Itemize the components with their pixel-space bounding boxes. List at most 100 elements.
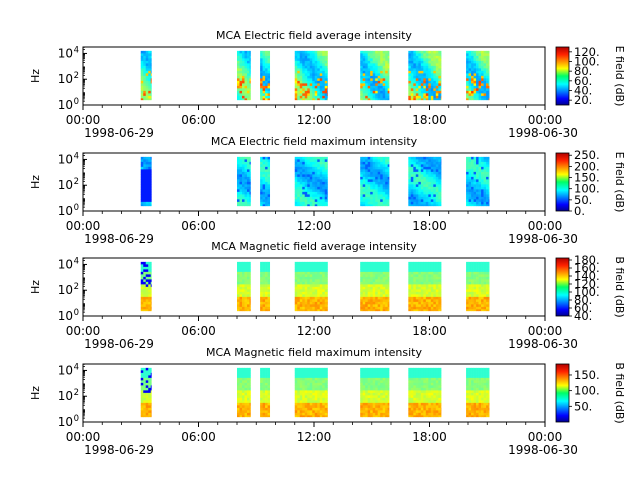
spectrogram-cell (247, 274, 250, 278)
spectrogram-cell (302, 68, 306, 72)
spectrogram-cell (319, 159, 323, 163)
spectrogram-cell (428, 271, 432, 275)
spectrogram-cell (377, 266, 381, 270)
spectrogram-cell (314, 279, 318, 283)
spectrogram-cell (145, 385, 149, 389)
spectrogram-cell (239, 201, 243, 205)
spectrogram-cell (267, 276, 271, 280)
spectrogram-cell (433, 281, 437, 285)
spectrogram-cell (265, 289, 268, 293)
spectrogram-cell (473, 271, 477, 275)
spectrogram-cell (314, 375, 318, 379)
spectrogram-cell (242, 269, 245, 273)
spectrogram-cell (420, 301, 424, 305)
spectrogram-cell (418, 90, 422, 94)
spectrogram-cell (297, 55, 301, 59)
spectrogram-cell (327, 161, 328, 165)
spectrogram-cell (435, 90, 439, 94)
spectrogram-cell (302, 80, 306, 84)
spectrogram-cell (360, 95, 363, 99)
spectrogram-cell (370, 266, 373, 270)
spectrogram-cell (476, 68, 479, 72)
spectrogram-cell (150, 281, 152, 285)
spectrogram-cell (435, 88, 439, 92)
spectrogram-cell (382, 186, 386, 190)
spectrogram-cell (249, 159, 251, 163)
spectrogram-cell (418, 85, 422, 89)
spectrogram-cell (262, 159, 266, 163)
spectrogram-cell (418, 53, 422, 57)
spectrogram-cell (415, 65, 419, 69)
spectrogram-cell (327, 95, 328, 99)
spectrogram-cell (317, 372, 321, 376)
spectrogram-cell (145, 60, 149, 64)
spectrogram-cell (440, 161, 442, 165)
spectrogram-cell (365, 284, 368, 288)
spectrogram-cell (420, 291, 424, 295)
spectrogram-cell (299, 196, 303, 200)
spectrogram-cell (262, 189, 266, 193)
spectrogram-cell (237, 169, 240, 173)
spectrogram-cell (486, 301, 489, 305)
spectrogram-cell (382, 196, 386, 200)
spectrogram-cell (260, 58, 263, 62)
spectrogram-cell (327, 159, 328, 163)
spectrogram-cell (145, 201, 149, 205)
spectrogram-cell (387, 186, 390, 190)
spectrogram-cell (312, 301, 316, 305)
spectrogram-cell (382, 68, 386, 72)
spectrogram-cell (247, 299, 250, 303)
spectrogram-cell (148, 299, 152, 303)
spectrogram-cell (375, 83, 378, 87)
spectrogram-cell (262, 301, 266, 305)
spectrogram-cell (237, 63, 240, 67)
spectrogram-cell (466, 264, 469, 268)
spectrogram-cell (387, 90, 390, 94)
spectrogram-cell (322, 392, 326, 396)
spectrogram-cell (380, 78, 383, 82)
spectrogram-cell (309, 174, 313, 178)
spectrogram-cell (468, 68, 472, 72)
spectrogram-cell (317, 412, 321, 416)
spectrogram-cell (319, 194, 323, 198)
spectrogram-cell (387, 301, 390, 305)
spectrogram-cell (267, 194, 271, 198)
spectrogram-cell (267, 80, 271, 84)
spectrogram-cell (377, 184, 381, 188)
spectrogram-cell (324, 85, 328, 89)
spectrogram-cell (307, 50, 311, 54)
spectrogram-cell (307, 380, 311, 384)
spectrogram-cell (473, 164, 477, 168)
spectrogram-cell (380, 291, 383, 295)
spectrogram-cell (413, 266, 417, 270)
spectrogram-cell (314, 301, 318, 305)
spectrogram-cell (370, 88, 373, 92)
spectrogram-cell (314, 189, 318, 193)
spectrogram-cell (425, 93, 429, 97)
spectrogram-cell (239, 289, 243, 293)
spectrogram-cell (317, 291, 321, 295)
spectrogram-cell (425, 301, 429, 305)
y-tick-label: 10 (58, 204, 73, 218)
spectrogram-cell (324, 78, 328, 82)
spectrogram-cell (319, 181, 323, 185)
spectrogram-cell (367, 169, 371, 173)
spectrogram-cell (237, 400, 240, 404)
spectrogram-cell (265, 194, 268, 198)
spectrogram-cell (418, 309, 422, 312)
spectrogram-cell (360, 58, 363, 62)
spectrogram-cell (425, 306, 429, 310)
spectrogram-cell (428, 309, 432, 312)
spectrogram-cell (370, 191, 373, 195)
spectrogram-cell (385, 301, 388, 305)
spectrogram-cell (415, 204, 419, 207)
spectrogram-cell (262, 382, 266, 386)
spectrogram-cell (382, 274, 386, 278)
spectrogram-cell (265, 204, 268, 207)
spectrogram-cell (410, 68, 414, 72)
spectrogram-cell (319, 410, 323, 414)
spectrogram-cell (309, 204, 313, 207)
spectrogram-cell (367, 266, 371, 270)
spectrogram-cell (304, 274, 308, 278)
spectrogram-cell (418, 60, 422, 64)
